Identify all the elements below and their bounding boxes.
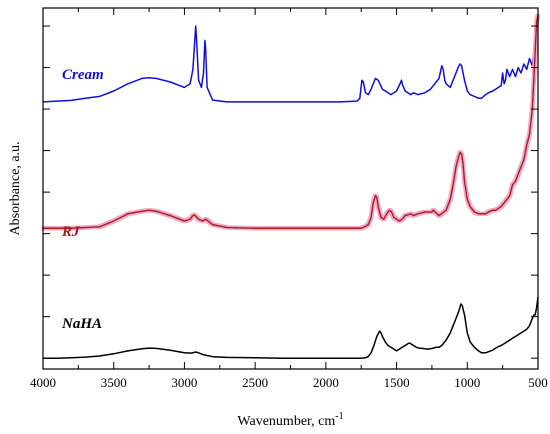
- x-tick-label: 500: [528, 375, 548, 390]
- x-axis-tick-labels: 4000 3500 3000 2500 2000 1500 1000 500: [30, 375, 548, 390]
- series-line-cream: [42, 25, 539, 103]
- series-label-naha: NaHA: [61, 316, 102, 332]
- x-tick-label: 1000: [454, 375, 480, 390]
- x-tick-label: 1500: [384, 375, 410, 390]
- x-tick-label: 2500: [242, 375, 268, 390]
- x-axis-title: Wavenumber, cm-1: [237, 411, 343, 429]
- x-tick-label: 2000: [313, 375, 339, 390]
- x-axis-title-text: Wavenumber, cm: [237, 414, 335, 429]
- x-axis-ticks: [42, 8, 539, 369]
- series-label-rj: RJ: [61, 224, 80, 240]
- series-label-cream: Cream: [62, 67, 104, 83]
- series-layer: [42, 15, 539, 359]
- series-line-rj: [43, 15, 539, 229]
- x-tick-label: 4000: [30, 375, 56, 390]
- series-labels: Cream RJ NaHA: [61, 67, 104, 332]
- x-tick-label: 3000: [171, 375, 197, 390]
- y-axis-ticks: [43, 25, 538, 359]
- x-tick-label: 3500: [101, 375, 127, 390]
- x-axis-title-superscript: -1: [335, 411, 343, 422]
- y-axis-title: Absorbance, a.u.: [8, 141, 23, 235]
- series-line-naha: [43, 296, 539, 359]
